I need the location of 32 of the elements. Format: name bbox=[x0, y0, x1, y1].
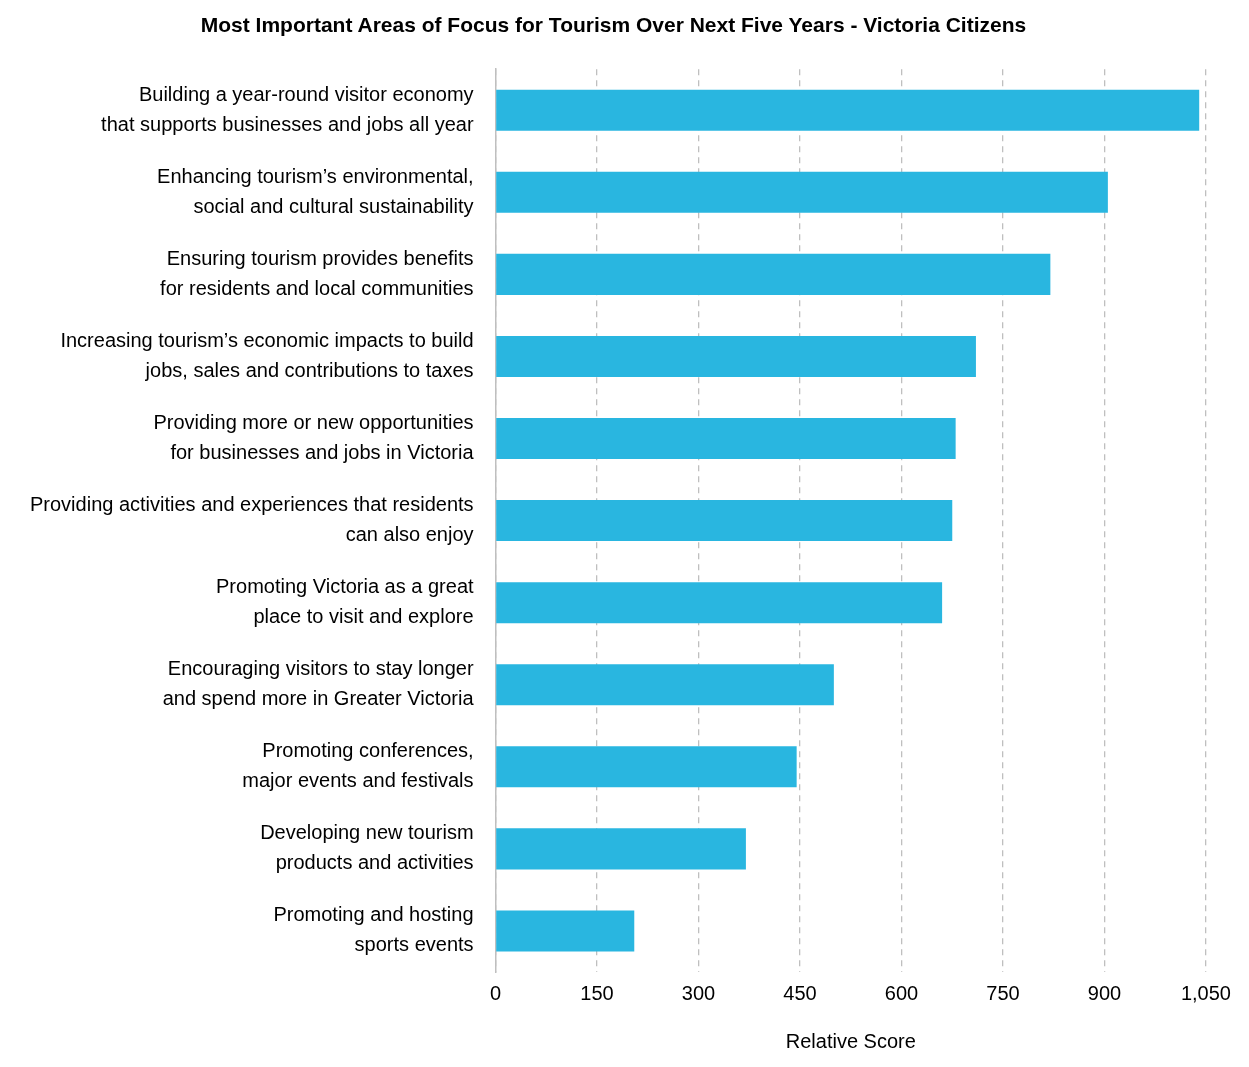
bar bbox=[496, 582, 943, 624]
y-tick-label: Encouraging visitors to stay longer and spend more in Greater Victoria bbox=[162, 657, 475, 710]
x-tick-label: 300 bbox=[681, 981, 716, 1004]
y-tick-label: Developing new tourism products and activities bbox=[260, 821, 474, 874]
bar bbox=[496, 253, 1051, 295]
bar bbox=[496, 335, 976, 377]
y-tick-label: Enhancing tourism’s environmental, social and cultural sustainability bbox=[157, 164, 474, 217]
bar bbox=[496, 828, 746, 870]
chart-title: Most Important Areas of Focus for Tourism Over Next Five Years - Victoria Citizens bbox=[200, 13, 1027, 37]
x-tick-label: 0 bbox=[490, 981, 502, 1004]
bar bbox=[496, 910, 635, 952]
y-tick-label: Increasing tourism’s economic impacts to build jobs, sales and contributions to taxes bbox=[60, 328, 474, 381]
x-tick-label: 750 bbox=[986, 981, 1020, 1004]
y-tick-label: Promoting and hosting sports events bbox=[273, 903, 474, 956]
x-tick-label: 1,050 bbox=[1180, 981, 1232, 1004]
y-tick-label: Providing activities and experiences that residents can also enjoy bbox=[30, 493, 474, 546]
y-tick-label: Building a year-round visitor economy that supports businesses and jobs all year bbox=[101, 82, 474, 135]
x-tick-label: 900 bbox=[1087, 981, 1122, 1004]
bar bbox=[496, 171, 1108, 213]
y-tick-label: Promoting Victoria as a great place to visit and explore bbox=[216, 575, 475, 628]
x-tick-label: 450 bbox=[783, 981, 817, 1004]
x-tick-label: 600 bbox=[884, 981, 919, 1004]
y-tick-label: Providing more or new opportunities for businesses and jobs in Victoria bbox=[153, 411, 475, 464]
x-axis-title: Relative Score bbox=[785, 1029, 916, 1052]
x-tick-label: 150 bbox=[580, 981, 614, 1004]
y-tick-label: Promoting conferences, major events and festivals bbox=[242, 739, 474, 792]
bar bbox=[496, 89, 1200, 131]
bar bbox=[496, 500, 953, 542]
bar bbox=[496, 664, 834, 706]
bar bbox=[496, 418, 956, 460]
bar bbox=[496, 746, 797, 788]
y-tick-label: Ensuring tourism provides benefits for residents and local communities bbox=[160, 246, 474, 299]
